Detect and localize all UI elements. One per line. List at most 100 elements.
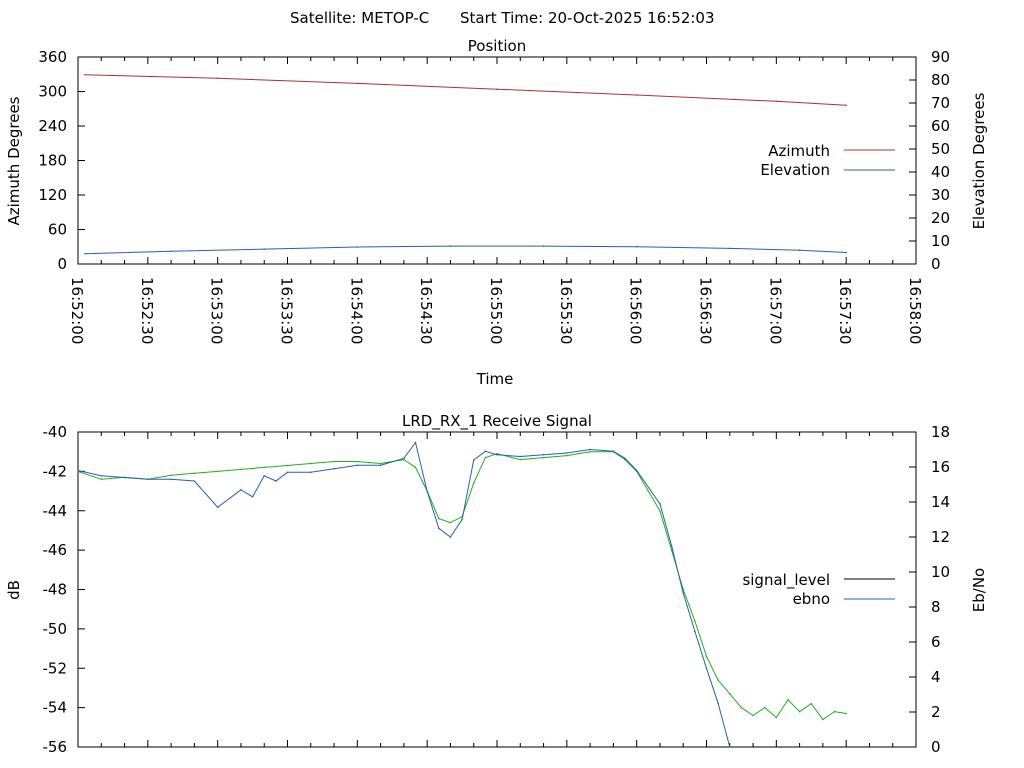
data-point-signal-level	[519, 458, 522, 461]
data-point-ebno	[705, 667, 708, 670]
data-point-ebno	[240, 489, 242, 491]
data-point-signal-level	[694, 620, 696, 622]
data-point-ebno	[379, 464, 382, 467]
data-point-elevation	[845, 251, 847, 254]
data-point-ebno	[414, 441, 417, 444]
start-time-label: Start Time: 20-Oct-2025 16:52:03	[460, 9, 715, 27]
data-point-ebno	[612, 450, 615, 453]
data-point-signal-level	[333, 460, 335, 463]
left-tick-label: -44	[43, 502, 68, 520]
right-tick-label: 0	[931, 738, 941, 756]
data-point-azimuth	[775, 100, 778, 103]
data-point-ebno	[717, 702, 719, 705]
data-point-ebno	[484, 450, 487, 453]
position-azimuth-axis: 0 60 120 180 240 300 360	[38, 48, 85, 273]
data-point-ebno	[694, 630, 696, 633]
data-point-azimuth	[356, 82, 359, 85]
data-point-signal-level	[729, 693, 731, 695]
data-point-ebno	[286, 471, 289, 474]
data-point-signal-level	[263, 466, 266, 469]
signal-chart: LRD_RX_1 Receive Signal -56-54-52-50-48-…	[5, 412, 988, 756]
right-tick-label: 16	[931, 458, 950, 476]
data-point-signal-level	[566, 454, 568, 457]
elevation-axis-label: Elevation Degrees	[970, 92, 988, 229]
right-tick-label: 10	[931, 232, 950, 250]
satellite-label: Satellite: METOP-C	[290, 9, 429, 27]
right-tick-label: 40	[931, 163, 950, 181]
left-tick-label: -40	[43, 423, 68, 441]
db-axis-label: dB	[5, 580, 23, 600]
data-point-signal-level	[542, 456, 545, 459]
data-point-ebno	[635, 469, 638, 472]
data-point-elevation	[263, 248, 266, 250]
data-point-signal-level	[589, 450, 591, 453]
data-point-signal-level	[740, 706, 743, 709]
legend-signal-level-label: signal_level	[742, 571, 830, 590]
data-point-ebno	[310, 471, 312, 474]
data-point-azimuth	[84, 74, 86, 76]
data-point-ebno	[77, 469, 79, 472]
time-tick-label: 16:54:00	[347, 277, 365, 344]
data-point-ebno	[566, 452, 568, 454]
time-tick-label: 16:54:30	[417, 277, 435, 344]
data-point-signal-level	[763, 706, 766, 709]
data-point-signal-level	[822, 718, 824, 721]
data-point-signal-level	[496, 452, 498, 455]
data-point-elevation	[356, 246, 359, 248]
right-tick-label: 90	[931, 48, 950, 66]
data-point-azimuth	[845, 104, 847, 107]
data-point-ebno	[496, 454, 498, 456]
data-point-ebno	[461, 518, 463, 521]
time-tick-label: 16:56:00	[627, 277, 645, 344]
data-point-ebno	[670, 545, 673, 547]
position-time-axis: 16:52:00 16:52:30 16:53:00 16:53:30 16:54:00…	[68, 57, 924, 344]
time-tick-label: 16:58:00	[906, 277, 924, 344]
time-tick-label: 16:56:30	[697, 277, 715, 344]
right-tick-label: 14	[931, 493, 950, 511]
left-tick-label: 240	[38, 117, 67, 135]
data-point-signal-level	[833, 710, 836, 713]
data-point-signal-level	[414, 466, 417, 469]
data-point-ebno	[170, 478, 172, 481]
left-tick-label: 60	[48, 221, 67, 239]
data-point-elevation	[542, 245, 545, 247]
data-point-ebno	[275, 480, 277, 482]
data-point-ebno	[100, 475, 103, 477]
data-point-ebno	[682, 592, 684, 594]
data-point-signal-level	[787, 699, 789, 701]
data-point-signal-level	[798, 710, 801, 713]
left-tick-label: 300	[38, 83, 67, 101]
data-point-signal-level	[356, 460, 359, 463]
right-tick-label: 20	[931, 209, 950, 227]
data-point-ebno	[123, 476, 126, 479]
series-line-elevation	[84, 245, 847, 255]
data-point-ebno	[403, 457, 405, 460]
data-point-signal-level	[775, 716, 778, 719]
right-tick-label: 2	[931, 703, 941, 721]
left-tick-label: -48	[43, 581, 68, 599]
data-point-signal-level	[717, 679, 719, 681]
ebno-axis-label: Eb/No	[970, 568, 988, 612]
legend-ebno-label: ebno	[793, 590, 830, 608]
right-tick-label: 60	[931, 117, 950, 135]
data-point-ebno	[147, 478, 149, 481]
data-point-signal-level	[670, 549, 673, 551]
data-point-signal-level	[100, 478, 103, 481]
left-tick-label: -46	[43, 541, 68, 559]
data-point-ebno	[624, 457, 626, 460]
data-point-elevation	[798, 249, 801, 251]
right-tick-label: 50	[931, 140, 950, 158]
data-point-elevation	[635, 246, 638, 248]
position-chart-title: Position	[468, 37, 526, 55]
left-tick-label: -50	[43, 620, 68, 638]
data-point-ebno	[438, 527, 440, 530]
legend-azimuth-label: Azimuth	[768, 142, 830, 160]
data-point-signal-level	[845, 712, 847, 715]
position-elevation-axis: 0 10 20 30 40 50 60 70 80 90	[909, 48, 950, 273]
right-tick-label: 4	[931, 668, 941, 686]
data-point-ebno	[449, 536, 452, 538]
azimuth-axis-label: Azimuth Degrees	[5, 96, 23, 225]
data-point-signal-level	[472, 482, 475, 485]
right-tick-label: 30	[931, 186, 950, 204]
